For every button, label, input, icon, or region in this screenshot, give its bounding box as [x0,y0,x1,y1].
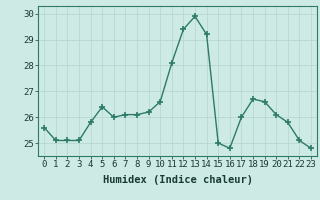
X-axis label: Humidex (Indice chaleur): Humidex (Indice chaleur) [103,175,252,185]
